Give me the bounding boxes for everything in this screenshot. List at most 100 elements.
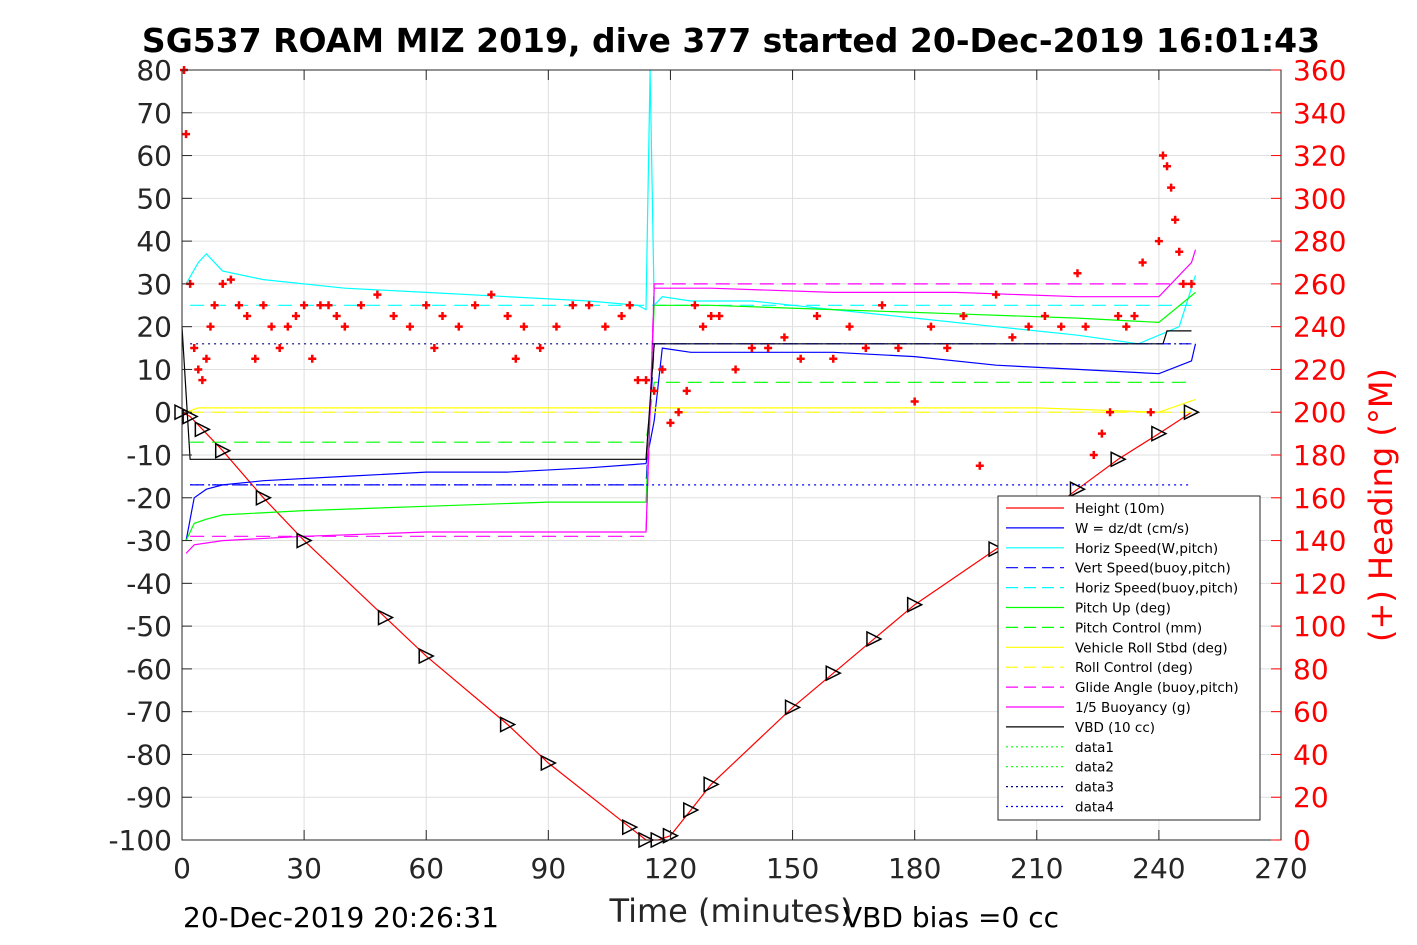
heading-marker	[519, 322, 528, 331]
heading-marker	[1175, 247, 1184, 256]
heading-marker	[190, 344, 199, 353]
series-vbd	[181, 326, 1192, 460]
heading-marker	[992, 290, 1001, 299]
heading-marker	[1040, 311, 1049, 320]
y2-tick-label: 160	[1293, 482, 1346, 515]
x-tick-label: 150	[766, 852, 819, 885]
heading-marker	[1158, 151, 1167, 160]
height-marker	[214, 442, 232, 459]
height-marker	[1151, 425, 1168, 442]
x-tick-label: 90	[531, 852, 567, 885]
heading-marker	[1073, 269, 1082, 278]
heading-marker	[707, 311, 716, 320]
heading-marker	[910, 397, 919, 406]
heading-marker	[373, 290, 382, 299]
legend-label: Horiz Speed(W,pitch)	[1075, 541, 1218, 557]
y2-tick-label: 120	[1293, 567, 1346, 600]
y-tick-label: 50	[136, 182, 172, 215]
y-axis-right: 3603403203002802602402202001801601401201…	[1271, 54, 1346, 857]
height-marker	[683, 801, 700, 819]
heading-marker	[210, 301, 219, 310]
heading-marker	[861, 344, 870, 353]
heading-marker	[1106, 408, 1115, 417]
x-tick-label: 0	[173, 852, 191, 885]
heading-marker	[275, 344, 284, 353]
heading-marker	[430, 344, 439, 353]
y2-tick-label: 220	[1293, 353, 1346, 386]
heading-marker	[1154, 237, 1163, 246]
heading-marker	[796, 354, 805, 363]
y2-tick-label: 80	[1293, 653, 1329, 686]
heading-marker	[674, 408, 683, 417]
y-tick-label: -70	[126, 696, 172, 729]
series-buoyancy	[185, 249, 1197, 554]
heading-marker	[894, 344, 903, 353]
heading-marker	[1024, 322, 1033, 331]
height-marker	[988, 540, 1005, 558]
y2-tick-label: 300	[1293, 182, 1346, 215]
heading-marker	[1081, 322, 1090, 331]
heading-marker	[202, 354, 211, 363]
y2-tick-label: 200	[1293, 396, 1346, 429]
heading-marker	[715, 311, 724, 320]
height-marker	[377, 609, 395, 626]
heading-marker	[1097, 429, 1106, 438]
y-tick-label: 70	[136, 97, 172, 130]
height-marker	[825, 664, 842, 682]
y2-tick-label: 320	[1293, 140, 1346, 173]
heading-marker	[845, 322, 854, 331]
legend: Height (10m) W = dz/dt (cm/s) Horiz Speed(…	[997, 495, 1261, 821]
heading-marker	[650, 386, 659, 395]
height-marker	[255, 489, 273, 506]
heading-marker	[1114, 311, 1123, 320]
heading-marker	[536, 344, 545, 353]
y-tick-label: 80	[136, 54, 172, 87]
y2-tick-label: 140	[1293, 525, 1346, 558]
y-tick-label: 20	[136, 311, 172, 344]
y-tick-label: -100	[108, 824, 172, 857]
heading-marker	[332, 311, 341, 320]
heading-marker	[487, 290, 496, 299]
legend-label: Roll Control (deg)	[1075, 660, 1193, 676]
heading-marker	[658, 365, 667, 374]
y-tick-label: 60	[136, 140, 172, 173]
heading-marker	[1163, 162, 1172, 171]
legend-label: Vehicle Roll Stbd (deg)	[1075, 640, 1228, 656]
legend-box	[997, 495, 1261, 821]
heading-marker	[682, 386, 691, 395]
heading-marker	[422, 301, 431, 310]
y-tick-label: 10	[136, 353, 172, 386]
heading-marker	[568, 301, 577, 310]
heading-marker	[1179, 279, 1188, 288]
legend-label: Pitch Up (deg)	[1075, 601, 1171, 617]
height-marker	[703, 776, 720, 793]
heading-marker	[1089, 451, 1098, 459]
heading-marker	[511, 354, 520, 363]
heading-marker	[1167, 183, 1176, 192]
heading-marker	[226, 275, 235, 284]
height-marker	[540, 754, 558, 772]
y-tick-label: -80	[126, 738, 172, 771]
legend-label: data4	[1075, 800, 1114, 816]
heading-marker	[1146, 408, 1155, 417]
x-tick-label: 210	[1010, 852, 1063, 885]
heading-marker	[780, 333, 789, 342]
heading-marker	[267, 322, 276, 331]
y-tick-label: -60	[126, 653, 172, 686]
heading-marker	[633, 376, 642, 385]
heading-markers	[180, 66, 1196, 470]
heading-marker	[878, 301, 887, 310]
x-tick-label: 180	[888, 852, 941, 885]
legend-label: data1	[1075, 740, 1114, 756]
legend-label: Vert Speed(buoy,pitch)	[1075, 561, 1231, 577]
y2-tick-label: 260	[1293, 268, 1346, 301]
heading-marker	[1171, 215, 1180, 224]
series-w	[185, 343, 1197, 541]
height-marker	[784, 699, 802, 716]
x-tick-label: 240	[1132, 852, 1185, 885]
y-tick-label: -10	[126, 439, 172, 472]
heading-marker	[617, 311, 626, 320]
heading-marker	[206, 322, 215, 331]
height-markers	[174, 404, 1201, 849]
